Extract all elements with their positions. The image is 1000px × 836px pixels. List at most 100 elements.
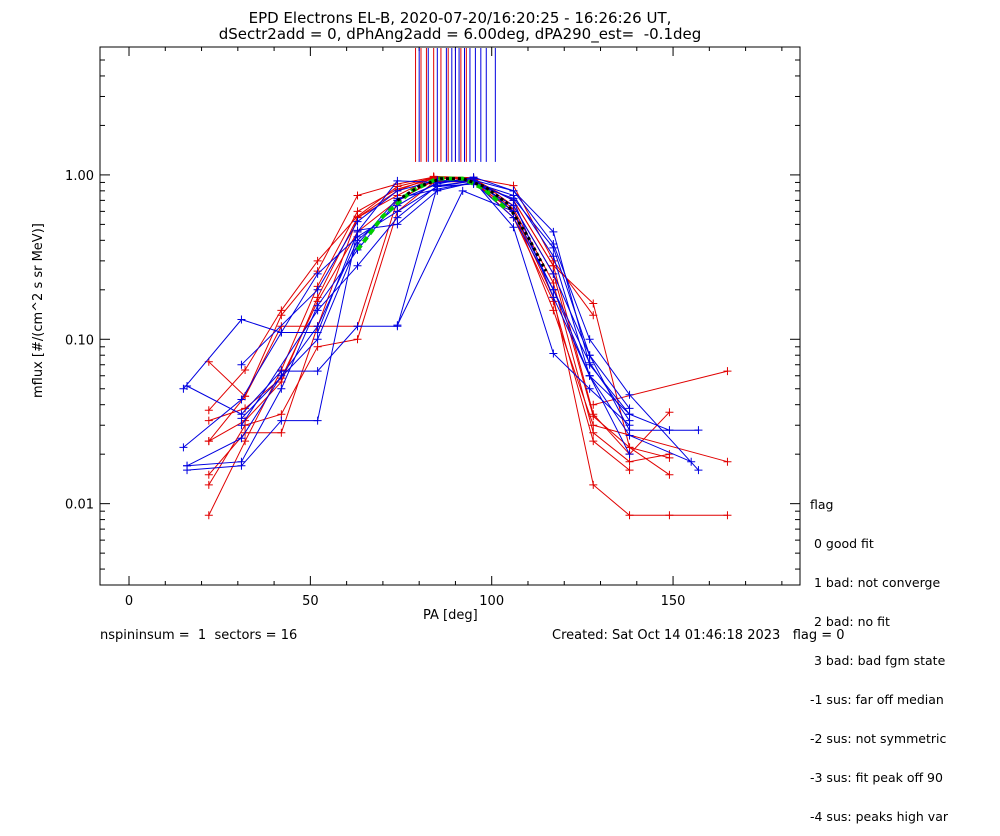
legend-line: 0 good fit — [810, 536, 874, 551]
data-point — [313, 322, 322, 331]
data-point — [204, 470, 213, 479]
data-point — [694, 466, 703, 475]
series-line — [208, 176, 594, 442]
data-point — [277, 384, 286, 393]
data-point — [237, 434, 246, 443]
data-point — [665, 470, 674, 479]
data-point — [625, 410, 634, 419]
data-point — [585, 384, 594, 393]
data-point — [585, 358, 594, 367]
data-point — [625, 457, 634, 466]
data-point — [183, 381, 192, 390]
data-point — [625, 390, 634, 399]
series-line — [241, 180, 630, 426]
data-point — [665, 511, 674, 520]
data-point — [589, 311, 598, 320]
data-point — [204, 511, 213, 520]
data-point — [589, 480, 598, 489]
series-line — [208, 180, 630, 486]
data-point — [625, 421, 634, 430]
x-tick-label: 150 — [661, 594, 686, 609]
series-line — [396, 190, 514, 326]
data-point — [549, 285, 558, 294]
data-point — [694, 426, 703, 435]
data-point — [393, 220, 402, 229]
data-point — [277, 428, 286, 437]
x-tick-label: 100 — [479, 594, 504, 609]
data-point — [313, 335, 322, 344]
data-point — [723, 457, 732, 466]
series-line — [241, 179, 630, 409]
data-point — [723, 367, 732, 376]
chart-title-line2: dSectr2add = 0, dPhAng2add = 6.00deg, dP… — [218, 25, 702, 43]
data-point — [589, 421, 598, 430]
data-point — [625, 511, 634, 520]
data-point — [313, 306, 322, 315]
data-point — [353, 191, 362, 200]
series-line — [208, 178, 670, 516]
x-tick-label: 50 — [302, 594, 319, 609]
legend-line: -4 sus: peaks high var — [810, 809, 949, 824]
data-point — [237, 395, 246, 404]
data-point — [237, 315, 246, 324]
data-point — [393, 321, 402, 330]
data-point — [665, 408, 674, 417]
data-point — [313, 367, 322, 376]
data-point — [625, 443, 634, 452]
series-line — [241, 181, 630, 419]
x-tick-label: 0 — [125, 594, 133, 609]
data-point — [393, 213, 402, 222]
data-point — [313, 256, 322, 265]
data-point — [589, 299, 598, 308]
chart-title-line1: EPD Electrons EL-B, 2020-07-20/16:20:25 … — [248, 9, 672, 27]
data-point — [241, 366, 250, 375]
data-point — [277, 416, 286, 425]
data-point — [549, 306, 558, 315]
series-line — [186, 176, 699, 471]
data-point — [353, 261, 362, 270]
data-point — [277, 328, 286, 337]
data-point — [353, 322, 362, 331]
y-axis-label: mflux [#/(cm^2 s sr MeV)] — [31, 223, 46, 398]
data-point — [589, 437, 598, 446]
series-line — [208, 180, 728, 463]
data-point — [204, 406, 213, 415]
x-axis-label: PA [deg] — [423, 608, 478, 623]
data-point — [204, 416, 213, 425]
legend-line: -2 sus: not symmetric — [810, 731, 947, 746]
plot-frame — [99, 46, 801, 586]
data-point — [549, 269, 558, 278]
series-line — [186, 180, 630, 455]
data-point — [589, 400, 598, 409]
data-point — [237, 461, 246, 470]
data-point — [549, 349, 558, 358]
data-point — [183, 461, 192, 470]
data-point — [277, 371, 286, 380]
data-point — [204, 437, 213, 446]
data-point — [509, 223, 518, 232]
data-point — [204, 480, 213, 489]
data-point — [625, 466, 634, 475]
legend-line: 3 bad: bad fgm state — [810, 653, 946, 668]
data-point — [313, 416, 322, 425]
data-point — [393, 186, 402, 195]
data-point — [237, 421, 246, 430]
series-line — [183, 179, 670, 431]
data-point — [237, 414, 246, 423]
legend-line: -1 sus: far off median — [810, 692, 944, 707]
data-point — [585, 371, 594, 380]
data-point — [313, 342, 322, 351]
data-point — [353, 217, 362, 226]
y-tick-label: 1.00 — [65, 169, 94, 184]
series-line — [208, 179, 728, 516]
data-point — [585, 351, 594, 360]
legend-line: 2 bad: no fit — [810, 614, 890, 629]
data-point — [458, 186, 467, 195]
data-point — [237, 360, 246, 369]
data-point — [353, 226, 362, 235]
data-point — [665, 453, 674, 462]
footer-right: Created: Sat Oct 14 01:46:18 2023 flag =… — [552, 628, 845, 643]
data-point — [179, 443, 188, 452]
data-point — [353, 335, 362, 344]
data-point — [723, 511, 732, 520]
